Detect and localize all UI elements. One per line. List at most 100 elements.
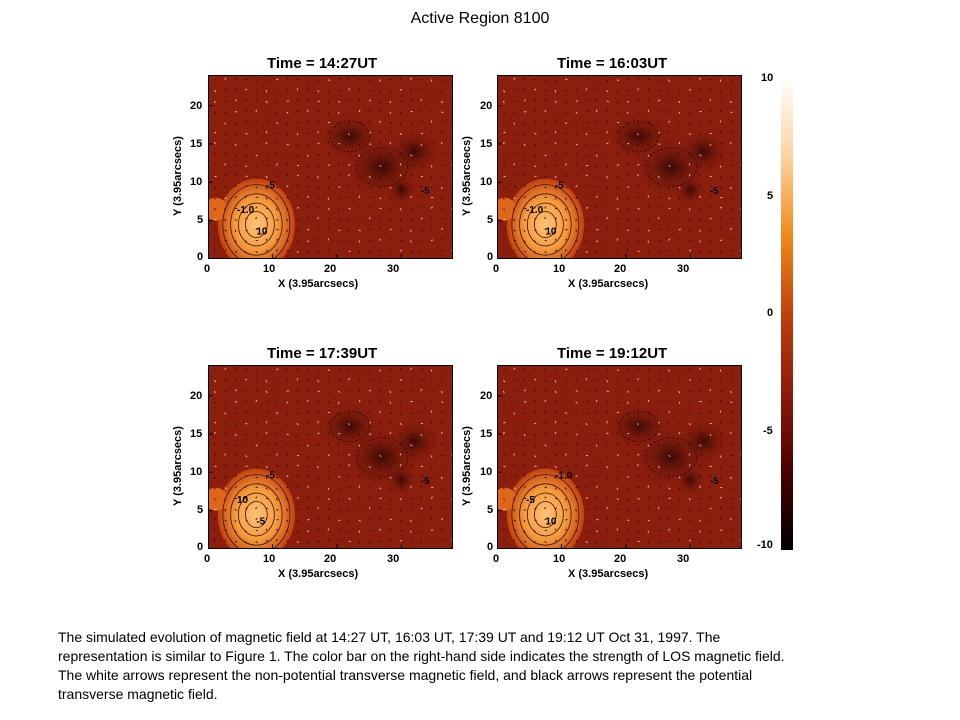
field-arrow — [585, 218, 589, 221]
field-arrow — [358, 455, 361, 458]
field-arrow — [410, 444, 413, 447]
field-arrow — [275, 390, 278, 394]
field-arrow — [234, 508, 237, 512]
field-arrow — [234, 412, 237, 415]
field-arrow — [575, 240, 578, 242]
field-arrow — [585, 444, 588, 447]
field-arrow — [544, 399, 547, 403]
field-arrow — [358, 388, 361, 392]
field-arrow — [626, 77, 630, 80]
field-arrow — [234, 250, 238, 253]
field-arrow — [337, 122, 340, 125]
field-arrow — [389, 498, 392, 501]
y-tick-label: 15 — [190, 428, 203, 440]
field-arrow — [420, 120, 423, 123]
field-arrow — [699, 240, 701, 243]
field-arrow — [554, 476, 557, 480]
positive-polarity-region — [497, 197, 517, 221]
field-arrow — [513, 229, 516, 232]
field-arrow — [296, 474, 299, 478]
field-arrow — [348, 196, 351, 199]
field-arrow — [626, 539, 629, 542]
field-arrow — [255, 186, 258, 189]
field-arrow — [420, 240, 423, 243]
y-tick-label: 10 — [480, 176, 493, 188]
field-arrow — [399, 453, 402, 456]
field-arrow — [410, 174, 413, 177]
field-arrow — [596, 379, 599, 381]
field-arrow — [430, 109, 433, 113]
field-arrow — [234, 174, 237, 177]
field-arrow — [441, 442, 444, 446]
field-arrow — [544, 465, 547, 469]
field-arrow — [214, 487, 216, 490]
field-arrow — [585, 110, 589, 113]
contour-line — [533, 211, 557, 238]
field-arrow — [564, 249, 567, 252]
field-arrow — [430, 250, 434, 253]
field-arrow — [513, 122, 516, 125]
field-arrow — [616, 197, 619, 200]
field-arrow — [441, 100, 443, 104]
field-arrow — [348, 77, 350, 80]
field-arrow — [554, 186, 557, 190]
field-arrow — [668, 238, 671, 241]
field-arrow — [729, 528, 732, 531]
field-arrow — [709, 433, 712, 436]
field-arrow — [389, 100, 392, 104]
field-arrow — [348, 367, 350, 370]
field-arrow — [389, 218, 393, 221]
field-arrow — [379, 120, 382, 123]
contour-label: -5 — [421, 476, 430, 487]
field-arrow — [616, 476, 619, 480]
field-arrow — [657, 389, 661, 392]
field-arrow — [348, 218, 351, 222]
field-arrow — [410, 378, 412, 381]
y-tick-label: 15 — [480, 138, 493, 150]
field-arrow — [596, 475, 599, 478]
contour-line — [519, 193, 572, 256]
field-arrow — [420, 465, 424, 468]
field-arrow — [585, 400, 589, 403]
field-arrow — [657, 131, 661, 134]
field-arrow — [338, 132, 341, 135]
field-arrow — [276, 432, 279, 435]
positive-polarity-region — [217, 468, 296, 549]
field-arrow — [606, 380, 609, 383]
field-arrow — [441, 369, 444, 372]
field-arrow — [307, 379, 310, 381]
field-arrow — [523, 250, 527, 253]
field-arrow — [637, 122, 640, 125]
field-arrow — [564, 152, 567, 155]
field-arrow — [534, 399, 536, 403]
field-arrow — [338, 519, 341, 522]
x-tick-label: 10 — [553, 553, 566, 565]
field-arrow — [544, 216, 546, 220]
field-arrow — [307, 475, 310, 478]
field-arrow — [296, 110, 300, 113]
field-arrow — [399, 111, 402, 114]
field-arrow — [657, 216, 660, 220]
field-arrow — [430, 142, 434, 145]
field-arrow — [296, 218, 300, 221]
field-arrow — [627, 529, 630, 532]
field-arrow — [730, 227, 732, 231]
field-arrow — [699, 485, 702, 488]
field-arrow — [358, 78, 362, 81]
field-arrow — [544, 410, 546, 413]
field-arrow — [307, 185, 310, 188]
field-arrow — [647, 378, 650, 381]
field-arrow — [276, 122, 279, 125]
field-arrow — [410, 133, 412, 136]
field-arrow — [595, 251, 598, 254]
field-arrow — [265, 90, 268, 93]
field-arrow — [410, 530, 412, 533]
field-arrow — [265, 227, 268, 231]
contour-label: -5 — [526, 495, 535, 506]
field-arrow — [637, 133, 639, 136]
field-arrow — [255, 131, 258, 134]
field-arrow — [554, 487, 557, 490]
x-tick-label: 20 — [614, 263, 627, 275]
field-arrow — [224, 475, 228, 478]
magnetogram-panel: -1.0-510-5 — [497, 365, 742, 549]
